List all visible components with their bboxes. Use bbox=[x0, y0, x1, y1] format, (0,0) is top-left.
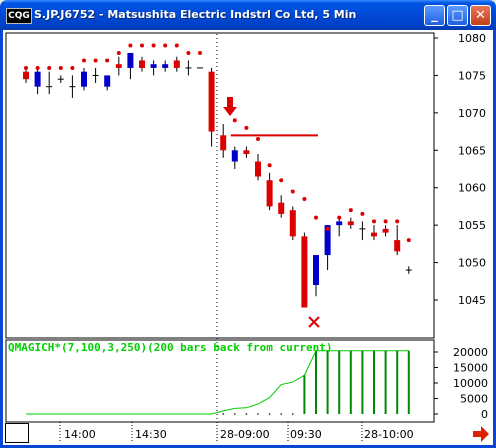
indicator-dot bbox=[280, 413, 283, 415]
candle-body bbox=[255, 161, 261, 177]
candle-body bbox=[394, 240, 401, 252]
close-button[interactable]: ✕ bbox=[470, 5, 491, 26]
indicator-tick-label: 20000 bbox=[453, 346, 488, 359]
signal-dot bbox=[279, 178, 284, 183]
indicator-line bbox=[26, 350, 409, 415]
signal-dot bbox=[93, 58, 98, 63]
signal-dot bbox=[163, 43, 168, 48]
price-tick-label: 1075 bbox=[458, 69, 486, 82]
indicator-dot bbox=[222, 413, 224, 415]
price-tick-label: 1060 bbox=[458, 182, 486, 195]
candle-body bbox=[301, 236, 308, 308]
time-label: 14:30 bbox=[135, 428, 167, 441]
signal-dot bbox=[314, 215, 318, 220]
indicator-dot bbox=[245, 413, 248, 415]
price-tick-label: 1065 bbox=[458, 144, 486, 157]
candle-body bbox=[289, 210, 296, 237]
indicator-dot bbox=[292, 413, 294, 415]
candle-body bbox=[208, 71, 215, 132]
candle-body bbox=[34, 71, 41, 87]
window-title: S.JP.J6752 - Matsushita Electric Indstrl… bbox=[34, 8, 357, 21]
signal-dot bbox=[198, 50, 202, 55]
time-label: 14:00 bbox=[64, 428, 96, 441]
candle-body bbox=[150, 64, 157, 68]
price-tick-label: 1045 bbox=[458, 294, 486, 307]
candle-body bbox=[104, 75, 111, 87]
signal-dot bbox=[256, 137, 260, 142]
price-tick-label: 1070 bbox=[458, 107, 486, 120]
signal-dot bbox=[244, 125, 249, 130]
candle-body bbox=[127, 52, 134, 68]
indicator-dot bbox=[234, 413, 236, 415]
price-tick-label: 1080 bbox=[458, 32, 486, 45]
down-arrow-icon bbox=[223, 97, 237, 116]
candle-body bbox=[371, 232, 377, 237]
signal-dot bbox=[24, 65, 28, 70]
signal-dot bbox=[82, 58, 86, 63]
indicator-dot bbox=[257, 413, 259, 415]
x-icon bbox=[308, 316, 320, 328]
indicator-tick-label: 5000 bbox=[460, 393, 488, 406]
candle-body bbox=[162, 64, 169, 68]
signal-dot bbox=[406, 238, 411, 243]
candle-body bbox=[115, 64, 122, 68]
candle-body bbox=[139, 60, 145, 68]
signal-dot bbox=[348, 208, 353, 213]
signal-dot bbox=[372, 219, 376, 224]
candle-body bbox=[324, 225, 331, 256]
candle-body bbox=[81, 71, 87, 87]
cqg-app-icon[interactable]: CQG bbox=[6, 8, 32, 24]
signal-dot bbox=[128, 43, 133, 48]
candle-body bbox=[243, 150, 250, 155]
signal-dot bbox=[325, 226, 330, 231]
signal-dot bbox=[151, 43, 156, 48]
signal-dot bbox=[47, 65, 52, 70]
indicator-tick-label: 0 bbox=[481, 408, 488, 421]
time-label: 09:30 bbox=[290, 428, 322, 441]
maximize-button[interactable]: □ bbox=[447, 5, 468, 26]
signal-dot bbox=[58, 65, 63, 70]
signal-dot bbox=[35, 65, 40, 70]
candle-body bbox=[220, 135, 227, 151]
price-tick-label: 1055 bbox=[458, 219, 486, 232]
signal-dot bbox=[360, 211, 365, 216]
time-label: 28-10:00 bbox=[364, 428, 414, 441]
signal-dot bbox=[290, 189, 295, 194]
signal-dot bbox=[232, 118, 237, 123]
candle-body bbox=[278, 202, 285, 214]
time-label: 28-09:00 bbox=[220, 428, 270, 441]
candle-body bbox=[266, 180, 273, 207]
indicator-tick-label: 10000 bbox=[453, 377, 488, 390]
indicator-label: QMAGICH*(7,100,3,250)(200 bars back from… bbox=[8, 341, 333, 354]
price-panel bbox=[5, 32, 435, 339]
candle-body bbox=[336, 221, 343, 226]
corner-box[interactable] bbox=[5, 423, 29, 443]
signal-dot bbox=[140, 43, 144, 48]
signal-dot bbox=[70, 65, 75, 70]
signal-dot bbox=[116, 50, 121, 55]
signal-dot bbox=[186, 50, 191, 55]
candle-body bbox=[313, 255, 319, 286]
candle-body bbox=[382, 228, 389, 233]
candle-body bbox=[231, 150, 238, 162]
signal-dot bbox=[105, 58, 110, 63]
minimize-button[interactable]: _ bbox=[424, 5, 445, 26]
signal-dot bbox=[337, 215, 342, 220]
indicator-tick-label: 15000 bbox=[453, 362, 488, 375]
signal-dot bbox=[174, 43, 179, 48]
candle-body bbox=[347, 221, 354, 226]
signal-dot bbox=[395, 219, 400, 224]
indicator-dot bbox=[268, 413, 271, 415]
candle-body bbox=[173, 60, 180, 68]
title-bar: CQG S.JP.J6752 - Matsushita Electric Ind… bbox=[0, 0, 496, 30]
signal-dot bbox=[383, 219, 388, 224]
signal-dot bbox=[267, 163, 272, 168]
candle-body bbox=[23, 71, 29, 80]
price-tick-label: 1050 bbox=[458, 257, 486, 270]
signal-dot bbox=[302, 196, 307, 201]
scroll-right-arrow-icon[interactable] bbox=[472, 425, 490, 443]
